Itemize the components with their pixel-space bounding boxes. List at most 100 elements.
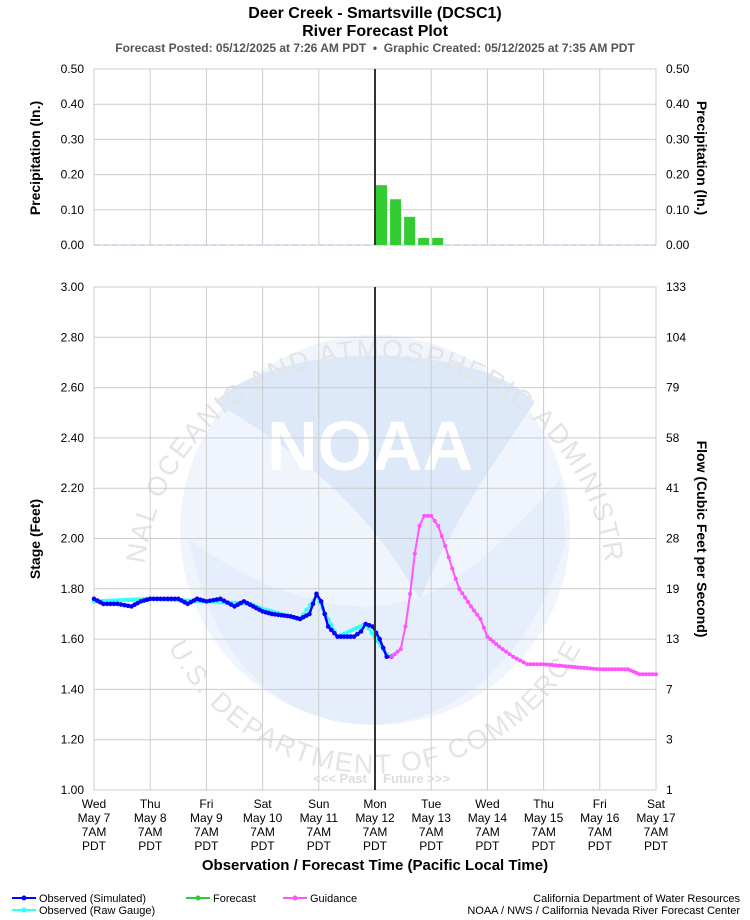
x-tick-label: 7AM: [531, 825, 556, 839]
stage-ytick-label: 1.60: [61, 632, 85, 646]
precip-ytick-label: 0.30: [61, 132, 85, 146]
x-tick-label: May 8: [134, 811, 167, 825]
flow-ytick-label: 7: [666, 682, 673, 696]
raw-gauge-point: [116, 598, 122, 603]
precip-ytick-label: 0.10: [61, 203, 85, 217]
x-tick-label: PDT: [644, 839, 669, 853]
x-tick-label: Thu: [533, 797, 554, 811]
guidance-point: [439, 533, 444, 538]
legend-label: Observed (Raw Gauge): [39, 905, 155, 917]
observed-point: [332, 630, 337, 636]
raw-gauge-point: [123, 597, 128, 603]
observed-point: [366, 622, 372, 628]
guidance-point: [550, 663, 555, 668]
guidance-point: [575, 665, 580, 670]
noaa-logo-text: NOAA: [267, 407, 473, 485]
x-tick-label: 7AM: [363, 825, 388, 839]
guidance-point: [569, 664, 574, 669]
observed-point: [101, 601, 106, 607]
x-tick-label: PDT: [251, 839, 276, 853]
observed-point: [165, 596, 171, 602]
observed-point: [328, 627, 334, 633]
guidance-point: [538, 662, 543, 667]
observed-point: [221, 598, 227, 604]
flow-ytick-label: 19: [666, 582, 680, 596]
legend: Observed (Simulated) Observed (Raw Gauge…: [12, 893, 357, 917]
guidance-point: [544, 662, 549, 667]
guidance-point: [417, 523, 422, 528]
guidance-point: [436, 523, 441, 528]
x-tick-label: Fri: [593, 797, 607, 811]
observed-point: [345, 634, 350, 639]
guidance-point: [446, 555, 451, 560]
observed-point: [384, 654, 390, 660]
credit-nws: NOAA / NWS / California Nevada River For…: [467, 905, 740, 917]
precip-bar: [418, 237, 430, 245]
observed-point: [122, 602, 127, 608]
observed-point: [104, 601, 110, 607]
observed-point: [318, 599, 324, 604]
raw-gauge-point: [119, 597, 125, 603]
observed-point: [158, 596, 164, 602]
precip-ytick-label-right: 0.30: [666, 132, 690, 146]
guidance-point: [395, 649, 400, 654]
guidance-point: [557, 663, 562, 668]
guidance-point: [521, 660, 526, 665]
past-annotation: <<< Past: [313, 771, 368, 786]
x-tick-label: Thu: [140, 797, 161, 811]
x-tick-label: 7AM: [250, 825, 275, 839]
flow-ytick-label: 3: [666, 733, 673, 747]
guidance-point: [472, 608, 477, 613]
precip-ytick-label-right: 0.10: [666, 203, 690, 217]
guidance-point: [563, 664, 568, 669]
precip-ytick-label-right: 0.40: [666, 97, 690, 111]
x-tick-label: PDT: [588, 839, 613, 853]
observed-point: [351, 634, 357, 639]
precip-ylabel: Precipitation (In.): [27, 101, 43, 215]
x-tick-label: PDT: [363, 839, 388, 853]
observed-point: [338, 634, 344, 639]
x-tick-label: May 16: [580, 811, 620, 825]
precip-panel: 0.00 0.00 0.10 0.10 0.20 0.20 0.30 0.30 0.40 0.40…: [61, 62, 690, 252]
observed-point: [225, 600, 230, 605]
guidance-point: [478, 616, 483, 621]
x-tick-label: 7AM: [419, 825, 444, 839]
precip-ytick-label: 0.00: [61, 238, 85, 252]
flow-ytick-label: 79: [666, 381, 680, 395]
guidance-point: [585, 666, 590, 671]
observed-point: [363, 621, 368, 627]
x-tick-label: Tue: [421, 797, 442, 811]
raw-gauge-point: [129, 597, 134, 602]
guidance-point: [528, 662, 533, 667]
guidance-point: [637, 672, 642, 677]
guidance-point: [469, 604, 474, 609]
guidance-point: [616, 667, 621, 672]
observed-point: [377, 636, 382, 642]
guidance-point: [463, 595, 468, 600]
observed-point: [108, 601, 113, 607]
precip-bar: [432, 237, 444, 245]
guidance-point: [619, 667, 624, 672]
legend-label: Forecast: [213, 893, 256, 905]
precip-ytick-label-right: 0.00: [666, 238, 690, 252]
observed-point: [370, 624, 375, 629]
stage-panel: 1.00 1 1.20 3 1.40 7 1.60 13 1.80 19 2.00 28 2.20 41 2…: [61, 280, 687, 853]
guidance-point: [600, 667, 605, 672]
stage-ytick-label: 1.00: [61, 783, 85, 797]
legend-label: Guidance: [310, 893, 357, 905]
observed-point: [218, 596, 223, 602]
precip-ytick-label: 0.40: [61, 97, 85, 111]
guidance-point: [541, 662, 546, 667]
x-tick-label: May 7: [78, 811, 111, 825]
x-tick-label: Sat: [647, 797, 666, 811]
guidance-point: [450, 566, 455, 571]
observed-point: [161, 596, 167, 602]
guidance-point: [582, 665, 587, 670]
stage-ytick-label: 1.40: [61, 682, 85, 696]
legend-item-guidance: Guidance: [283, 893, 357, 905]
observed-point: [314, 591, 319, 597]
observed-point: [358, 629, 364, 634]
guidance-point: [494, 642, 499, 647]
chart-title: Deer Creek - Smartsville (DCSC1): [248, 5, 501, 22]
